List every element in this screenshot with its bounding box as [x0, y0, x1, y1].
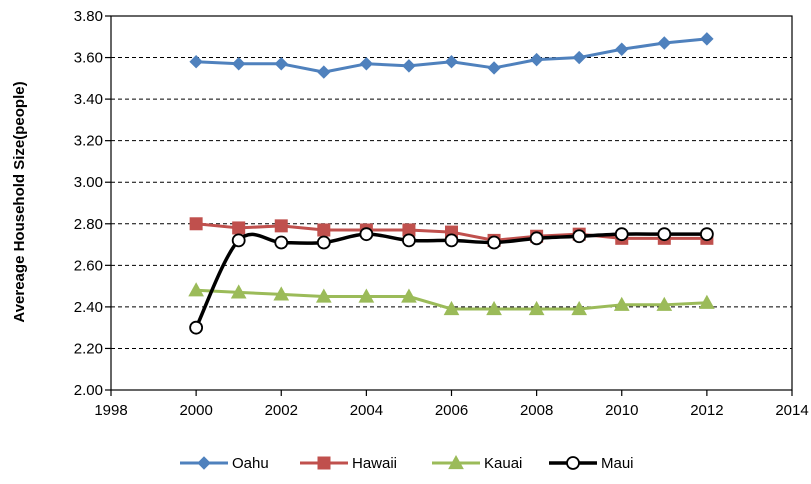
data-point-kauai [699, 294, 715, 309]
y-tick-label: 3.40 [74, 91, 103, 108]
data-point-oahu [615, 42, 629, 56]
data-point-kauai [613, 296, 630, 311]
data-point-kauai [401, 288, 417, 303]
data-point-hawaii [317, 223, 331, 237]
legend-item-oahu: Oahu [180, 455, 269, 472]
data-point-oahu [317, 65, 331, 79]
x-tick-label: 2010 [605, 402, 638, 419]
data-point-oahu [487, 61, 501, 75]
x-tick-label: 2008 [520, 402, 553, 419]
data-point-kauai [443, 300, 460, 316]
data-point-oahu [402, 59, 416, 73]
y-axis-title: Avereage Household Size(people) [11, 81, 28, 322]
legend-label: Hawaii [352, 455, 397, 472]
x-tick-label: 2012 [690, 402, 723, 419]
series-oahu [189, 32, 714, 79]
x-tick-label: 2002 [265, 402, 298, 419]
axes: 2.00 2.20 2.40 2.60 2.80 3.00 3.20 3.40 3.60 3.80… [74, 8, 809, 419]
data-point-oahu [274, 57, 288, 71]
legend-label: Kauai [484, 455, 522, 472]
data-point-maui [189, 320, 204, 335]
data-point-oahu [359, 57, 374, 71]
data-point-kauai [656, 296, 673, 311]
plot-frame [110, 15, 793, 391]
data-point-maui [274, 235, 289, 250]
data-point-oahu [657, 36, 672, 50]
data-point-kauai [486, 300, 502, 316]
data-point-maui [529, 231, 544, 246]
data-point-maui [487, 235, 501, 250]
y-tick-label: 3.60 [74, 50, 103, 67]
data-point-maui [699, 227, 714, 242]
data-point-hawaii [189, 217, 203, 231]
data-point-maui [657, 227, 672, 242]
data-point-kauai [188, 282, 204, 297]
legend-item-hawaii: Hawaii [300, 455, 397, 472]
y-tick-label: 2.80 [74, 216, 103, 233]
y-tick-label: 2.60 [74, 257, 103, 274]
y-tick-label: 2.40 [74, 299, 103, 316]
data-point-oahu [700, 32, 714, 46]
data-point-maui [316, 235, 331, 250]
data-point-maui [572, 229, 587, 244]
legend: Oahu Hawaii Kauai Maui [180, 454, 634, 472]
legend-swatch-marker [317, 456, 331, 470]
data-point-oahu [189, 55, 203, 69]
data-point-hawaii [232, 221, 246, 235]
y-tick-label: 3.80 [74, 8, 103, 25]
data-point-maui [402, 233, 416, 248]
legend-swatch-marker [197, 456, 211, 470]
legend-label: Oahu [232, 455, 269, 472]
legend-swatch-marker [566, 456, 580, 470]
y-tick-label: 3.20 [74, 133, 103, 150]
series-maui [189, 227, 714, 335]
legend-item-maui: Maui [549, 455, 634, 472]
data-point-kauai [315, 288, 332, 303]
data-point-kauai [230, 284, 247, 299]
y-tick-label: 2.00 [74, 382, 103, 399]
y-tick-label: 3.00 [74, 174, 103, 191]
legend-item-kauai: Kauai [432, 454, 522, 472]
x-tick-label: 2004 [350, 402, 383, 419]
x-tick-label: 2006 [435, 402, 468, 419]
data-point-maui [614, 227, 629, 242]
series-kauai [188, 282, 715, 316]
x-tick-label: 2014 [775, 402, 808, 419]
data-point-kauai [528, 300, 545, 316]
data-point-oahu [231, 57, 246, 71]
y-tick-label: 2.20 [74, 340, 103, 357]
x-tick-label: 2000 [179, 402, 212, 419]
series-group [188, 32, 715, 335]
data-point-maui [359, 227, 374, 242]
data-point-oahu [444, 55, 459, 69]
legend-swatch-marker [448, 454, 464, 470]
data-point-kauai [358, 288, 375, 303]
data-point-maui [231, 233, 246, 248]
legend-label: Maui [601, 455, 634, 472]
data-point-maui [444, 233, 459, 248]
data-point-kauai [571, 300, 588, 316]
data-point-hawaii [274, 219, 288, 233]
x-tick-label: 1998 [94, 402, 127, 419]
data-point-oahu [529, 52, 544, 67]
data-point-kauai [273, 286, 290, 301]
data-point-oahu [572, 50, 586, 65]
